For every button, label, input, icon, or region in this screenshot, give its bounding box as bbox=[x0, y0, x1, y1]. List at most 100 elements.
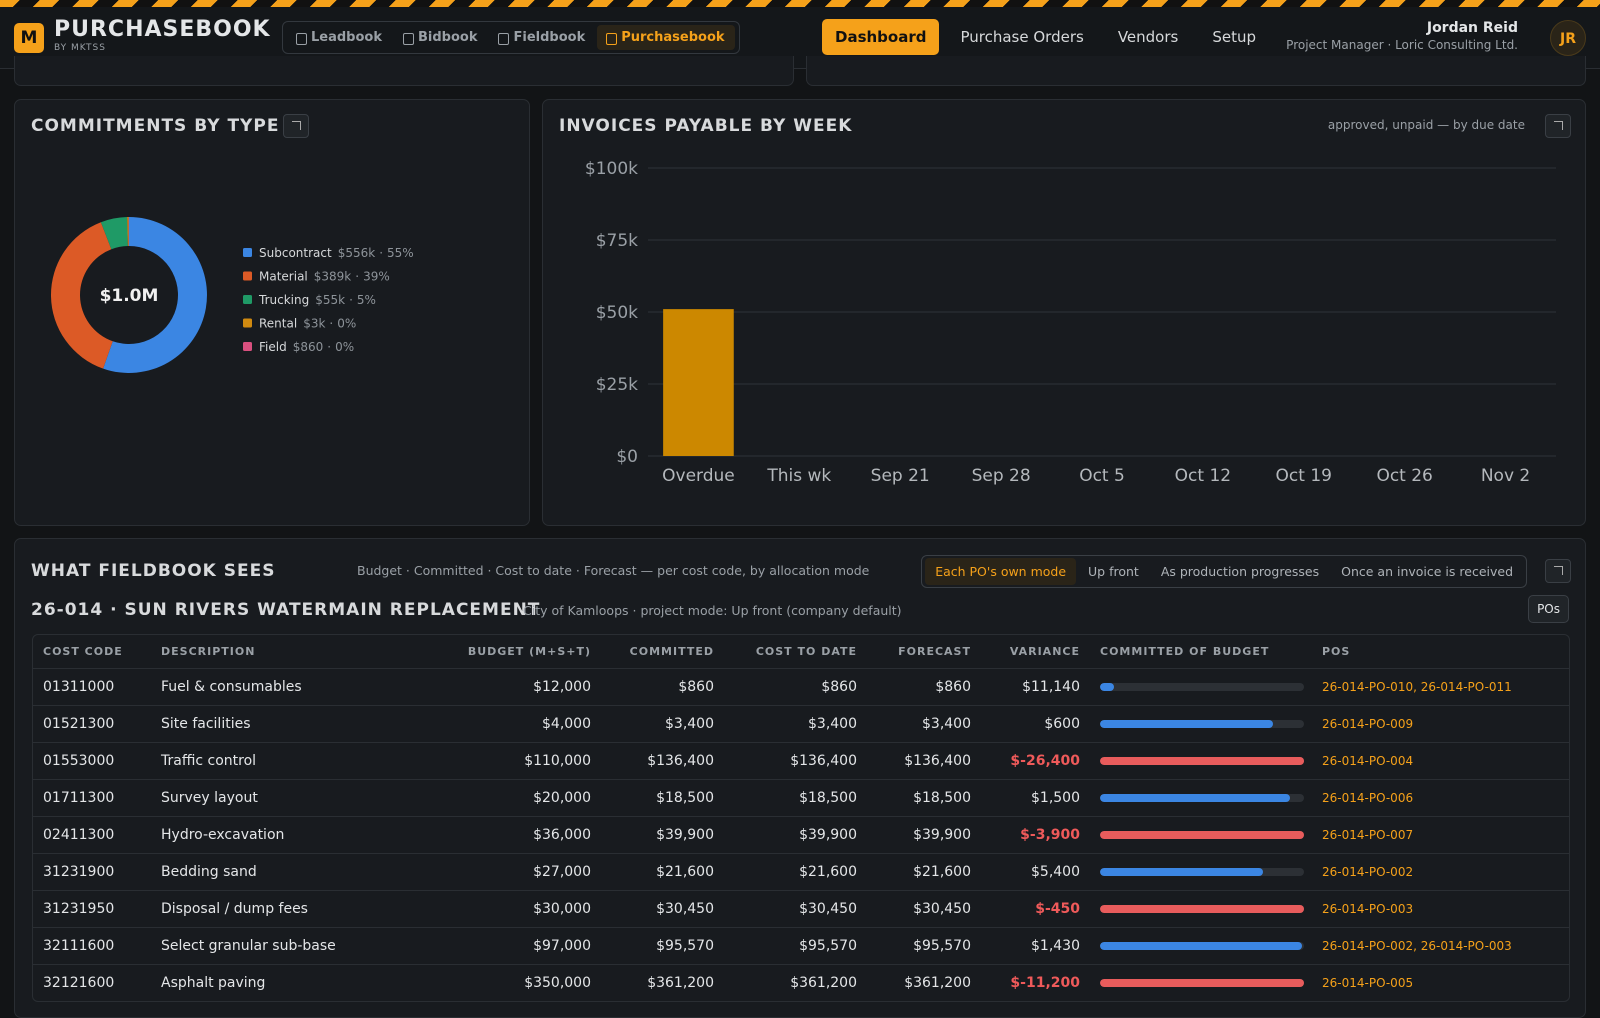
legend-separator: · bbox=[355, 270, 359, 284]
variance-cell: $1,430 bbox=[981, 927, 1090, 964]
committed-bar bbox=[1100, 757, 1304, 765]
panel-above bbox=[14, 56, 794, 86]
nav-item[interactable]: Dashboard bbox=[822, 19, 939, 55]
legend-separator: · bbox=[327, 340, 331, 354]
y-tick-label: $100k bbox=[585, 159, 638, 179]
column-header: COMMITTED OF BUDGET bbox=[1090, 635, 1312, 668]
description-cell: Hydro-excavation bbox=[151, 816, 411, 853]
forecast-cell: $18,500 bbox=[867, 779, 981, 816]
pos-cell[interactable]: 26-014-PO-002, 26-014-PO-003 bbox=[1312, 927, 1569, 964]
forecast-cell: $361,200 bbox=[867, 964, 981, 1001]
legend-separator: · bbox=[379, 246, 383, 260]
legend-share: 5% bbox=[357, 293, 376, 307]
legend-name: Rental bbox=[259, 317, 297, 331]
budget-cell: $97,000 bbox=[411, 927, 601, 964]
variance-cell: $1,500 bbox=[981, 779, 1090, 816]
forecast-cell: $3,400 bbox=[867, 705, 981, 742]
committed-cell: $21,600 bbox=[601, 853, 724, 890]
variance-cell: $-450 bbox=[981, 890, 1090, 927]
legend-share: 55% bbox=[387, 246, 414, 260]
committed-cell: $39,900 bbox=[601, 816, 724, 853]
legend-entry: Subcontract$556k·55% bbox=[259, 246, 414, 260]
column-header: COMMITTED bbox=[601, 635, 724, 668]
legend-swatch bbox=[243, 272, 252, 281]
pos-cell[interactable]: 26-014-PO-002 bbox=[1312, 853, 1569, 890]
cost-code-cell: 32111600 bbox=[33, 927, 151, 964]
app-by: BY MKTSS bbox=[54, 43, 106, 53]
committed-bar bbox=[1100, 794, 1290, 802]
pos-cell[interactable]: 26-014-PO-009 bbox=[1312, 705, 1569, 742]
mode-option[interactable]: Each PO's own mode bbox=[925, 558, 1076, 585]
nav-item[interactable]: Setup bbox=[1199, 19, 1269, 55]
column-header: COST CODE bbox=[33, 635, 151, 668]
variance-cell: $-26,400 bbox=[981, 742, 1090, 779]
legend-share: 0% bbox=[337, 317, 356, 331]
forecast-cell: $136,400 bbox=[867, 742, 981, 779]
product-tab[interactable]: Fieldbook bbox=[489, 25, 595, 50]
budget-cell: $27,000 bbox=[411, 853, 601, 890]
description-cell: Site facilities bbox=[151, 705, 411, 742]
pos-cell[interactable]: 26-014-PO-010, 26-014-PO-011 bbox=[1312, 668, 1569, 705]
panel-subtitle: Budget · Committed · Cost to date · Fore… bbox=[357, 563, 869, 578]
x-tick-label: Oct 5 bbox=[1079, 466, 1125, 486]
x-tick-label: This wk bbox=[766, 466, 831, 486]
pos-cell[interactable]: 26-014-PO-007 bbox=[1312, 816, 1569, 853]
legend-amount: $860 bbox=[293, 340, 324, 354]
donut-chart: Subcontract$556k·55%Material$389k·39%Tru… bbox=[15, 150, 529, 450]
committed-bar bbox=[1100, 868, 1263, 876]
cost-code-cell: 01553000 bbox=[33, 742, 151, 779]
cost-to-date-cell: $39,900 bbox=[724, 816, 867, 853]
product-tab[interactable]: Purchasebook bbox=[597, 25, 734, 50]
pos-cell[interactable]: 26-014-PO-005 bbox=[1312, 964, 1569, 1001]
expand-button[interactable] bbox=[1545, 114, 1571, 138]
budget-cell: $350,000 bbox=[411, 964, 601, 1001]
app-name: PURCHASEBOOK bbox=[54, 17, 271, 42]
legend-entry: Rental$3k·0% bbox=[259, 317, 356, 331]
mode-option[interactable]: As production progresses bbox=[1151, 558, 1329, 585]
cost-code-cell: 32121600 bbox=[33, 964, 151, 1001]
column-header: DESCRIPTION bbox=[151, 635, 411, 668]
cost-code-cell: 01711300 bbox=[33, 779, 151, 816]
legend-name: Material bbox=[259, 270, 308, 284]
legend-entry: Field$860·0% bbox=[259, 340, 354, 354]
description-cell: Survey layout bbox=[151, 779, 411, 816]
panel-title: COMMITMENTS BY TYPE bbox=[31, 116, 279, 136]
pos-cell[interactable]: 26-014-PO-003 bbox=[1312, 890, 1569, 927]
panel-above bbox=[806, 56, 1586, 86]
cost-to-date-cell: $95,570 bbox=[724, 927, 867, 964]
bar-track bbox=[1100, 683, 1304, 691]
committed-cell: $30,450 bbox=[601, 890, 724, 927]
pos-cell[interactable]: 26-014-PO-004 bbox=[1312, 742, 1569, 779]
donut-center-label: $1.0M bbox=[100, 286, 159, 306]
x-tick-label: Sep 21 bbox=[871, 466, 930, 486]
pos-button[interactable]: POs bbox=[1528, 595, 1569, 623]
logo[interactable]: M bbox=[14, 23, 44, 53]
bar-track bbox=[1100, 757, 1304, 765]
x-tick-label: Oct 12 bbox=[1175, 466, 1231, 486]
committed-cell: $136,400 bbox=[601, 742, 724, 779]
forecast-cell: $30,450 bbox=[867, 890, 981, 927]
pos-cell[interactable]: 26-014-PO-006 bbox=[1312, 779, 1569, 816]
cost-code-cell: 02411300 bbox=[33, 816, 151, 853]
y-tick-label: $50k bbox=[596, 303, 638, 323]
avatar[interactable]: JR bbox=[1550, 20, 1586, 56]
legend-separator: · bbox=[349, 293, 353, 307]
product-tab[interactable]: Leadbook bbox=[287, 25, 392, 50]
variance-cell: $5,400 bbox=[981, 853, 1090, 890]
expand-button[interactable] bbox=[1545, 559, 1571, 583]
product-tab[interactable]: Bidbook bbox=[394, 25, 487, 50]
mode-option[interactable]: Once an invoice is received bbox=[1331, 558, 1523, 585]
committed-bar-cell bbox=[1090, 890, 1312, 927]
expand-button[interactable] bbox=[283, 114, 309, 138]
nav-item[interactable]: Purchase Orders bbox=[947, 19, 1096, 55]
nav-item[interactable]: Vendors bbox=[1105, 19, 1192, 55]
user-name: Jordan Reid bbox=[1427, 20, 1518, 36]
mode-option[interactable]: Up front bbox=[1078, 558, 1149, 585]
project-note: City of Kamloops · project mode: Up fron… bbox=[523, 603, 902, 618]
